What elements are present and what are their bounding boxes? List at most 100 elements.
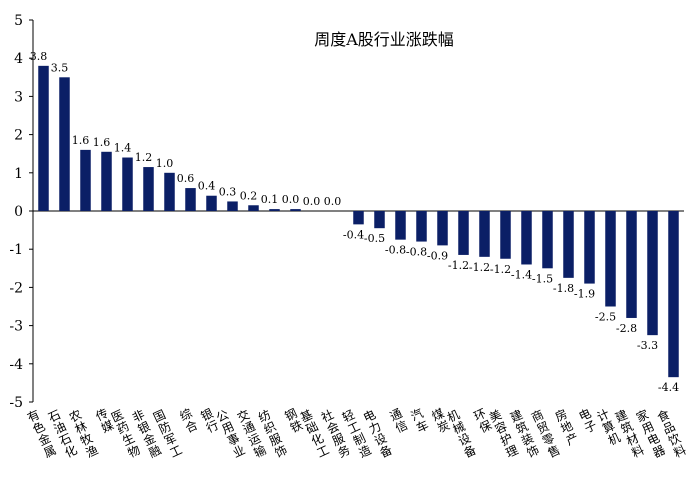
category-label: 食品饮料 [655,406,689,460]
category-label: 建筑材料 [613,407,646,460]
data-label: 0.1 [261,193,279,206]
bar [143,167,154,211]
data-label: -1.2 [448,259,469,272]
y-tick-label: 5 [14,13,23,29]
category-labels: 有色金属石油石化农林牧渔传媒医药生物非银金融国防军工综合银行公用事业交通运输纺织… [25,405,688,460]
data-label: -2.5 [595,311,616,324]
category-label: 综合 [178,406,200,436]
bar [80,149,91,211]
category-label: 电子 [577,406,599,436]
bar [290,209,301,211]
category-label: 轻工制造 [340,407,373,460]
category-label: 交通运输 [235,406,269,460]
data-label: -1.5 [532,272,553,285]
bar [437,211,448,246]
y-tick-label: -2 [9,280,23,296]
data-label: 0.0 [303,195,321,208]
bars [38,65,679,378]
chart-title: 周度A股行业涨跌幅 [314,30,454,49]
bar [542,211,553,269]
category-label: 机械设备 [445,407,478,460]
category-label: 农林牧渔 [67,407,100,460]
category-label: 社会服务 [319,406,353,460]
bar [164,172,175,211]
bar [584,211,595,284]
y-tick-label: -5 [9,395,23,411]
y-tick-label: 2 [14,128,23,144]
bar [479,211,490,257]
data-label: -0.8 [406,246,427,259]
category-label: 银行 [199,406,221,436]
y-tick-label: 0 [14,204,23,220]
data-label: -2.8 [616,322,637,335]
bar [185,188,196,211]
bar [563,211,574,278]
bar [605,211,616,307]
category-label: 纺织服饰 [256,407,289,460]
bar [647,211,658,336]
data-label: 1.6 [93,136,111,149]
bar [416,211,427,242]
category-label: 汽车 [408,405,431,435]
data-labels: 3.83.51.6 1.6 1.41.2 1.00.60.4 0.3 0.2 0.1 0.0 0… [30,50,679,394]
bar [206,195,217,211]
data-label: -1.4 [511,268,532,281]
data-label: -4.4 [658,381,679,394]
category-label: 计算机 [595,407,623,448]
data-label: 1.6 [72,134,90,147]
data-label: -1.9 [574,288,595,301]
category-label: 商贸零售 [529,406,563,460]
category-label: 环保 [472,406,494,436]
y-tick-label: 3 [14,89,23,105]
category-label: 有色金属 [25,407,58,460]
category-label: 钢铁 [283,406,305,436]
bar [59,77,70,211]
y-tick-label: -1 [9,242,23,258]
bar [395,211,406,240]
category-label: 国防军工 [151,407,184,460]
data-label: -1.2 [490,263,511,276]
y-axis: 5 4 3 2 1 0 -1 -2 -3 -4 -5 [9,13,684,411]
data-label: 1.4 [114,142,132,155]
bar [38,65,49,211]
bar [227,201,238,211]
category-label: 非银金融 [130,407,163,460]
y-tick-label: 4 [14,51,23,67]
y-tick-label: -3 [9,319,23,335]
bar [248,205,259,211]
data-label: -0.9 [427,249,448,262]
data-label: -1.8 [553,282,574,295]
category-label: 煤炭 [430,406,452,436]
bar [353,211,364,225]
y-tick-label: -4 [9,357,23,373]
category-label: 美容护理 [487,407,520,460]
y-tick-label: 1 [14,166,23,182]
data-label: -3.3 [637,339,658,352]
category-label: 家用电器 [634,406,668,460]
data-label: 1.2 [135,151,153,164]
bar [101,151,112,211]
data-label: -0.4 [343,228,364,241]
category-label: 传媒 [93,405,116,435]
bar [374,211,385,229]
category-label: 电力设备 [361,407,394,460]
category-label: 石油石化 [46,407,79,460]
data-label: 0.0 [324,195,342,208]
category-label: 医药生物 [109,407,142,460]
bar [626,211,637,318]
data-label: 1.0 [156,157,174,170]
data-label: 0.0 [282,193,300,206]
category-label: 建筑装饰 [508,407,541,460]
data-label: 0.6 [177,172,195,185]
bar [500,211,511,259]
data-label: 3.5 [51,61,69,74]
data-label: -0.5 [364,232,385,245]
data-label: 0.3 [219,185,237,198]
data-label: 0.4 [198,180,216,193]
data-label: -0.8 [385,244,406,257]
bar [521,211,532,265]
data-label: 3.8 [30,50,48,63]
bar [458,211,469,255]
